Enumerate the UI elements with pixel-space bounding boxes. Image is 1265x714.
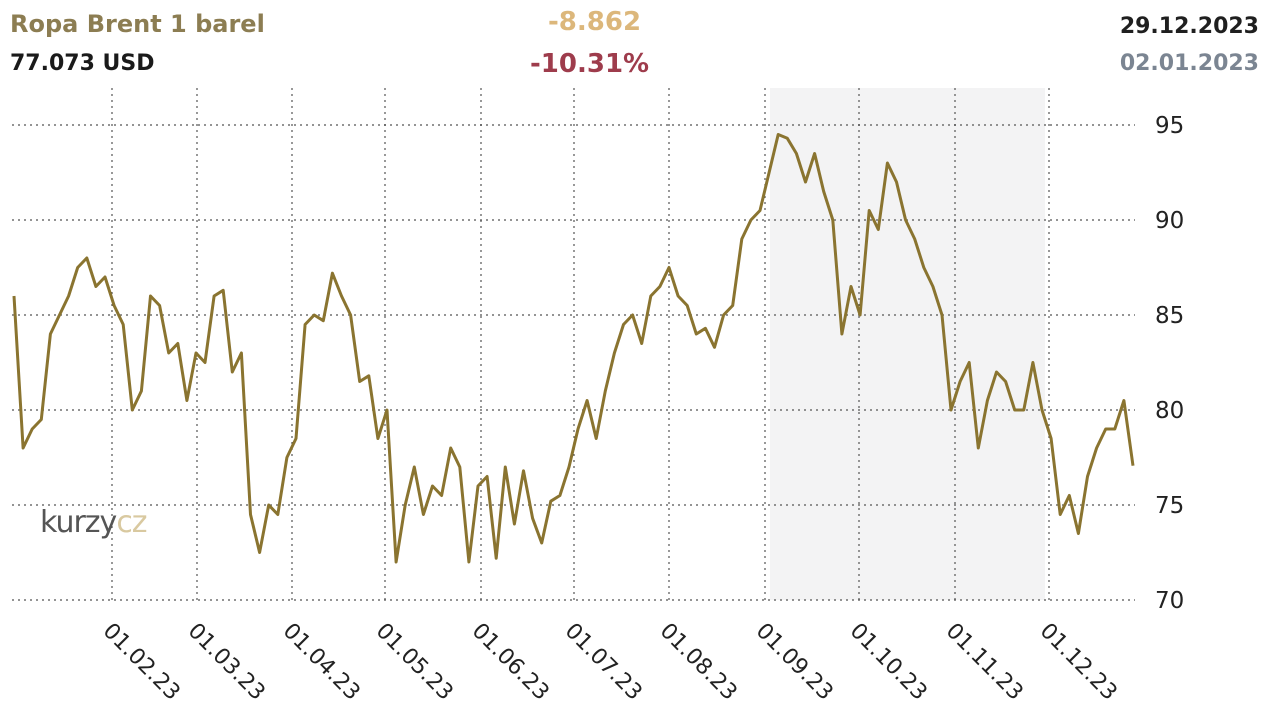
x-tick-label: 01.06.23 [467, 619, 554, 706]
start-date: 02.01.2023 [1119, 51, 1259, 76]
y-tick-label: 85 [1155, 303, 1184, 329]
y-axis-ticks: 70 75 80 85 90 95 [1155, 113, 1184, 614]
grid-lines [12, 88, 1135, 601]
y-tick-label: 75 [1155, 493, 1184, 519]
y-tick-label: 80 [1155, 398, 1184, 424]
x-tick-label: 01.11.23 [941, 619, 1028, 706]
x-tick-label: 01.03.23 [183, 619, 270, 706]
change-percent: -10.31% [530, 49, 650, 79]
x-tick-label: 01.02.23 [98, 619, 185, 706]
current-price: 77.073 USD [10, 51, 155, 76]
background-shading [770, 88, 1045, 600]
x-tick-label: 01.10.23 [845, 619, 932, 706]
x-tick-label: 01.04.23 [278, 619, 365, 706]
price-line [12, 133, 1135, 564]
logo-part-1: kurzy [40, 505, 117, 540]
x-tick-label: 01.09.23 [751, 619, 838, 706]
commodity-title: Ropa Brent 1 barel [10, 10, 265, 38]
y-tick-label: 95 [1155, 113, 1184, 139]
x-tick-label: 01.08.23 [655, 619, 742, 706]
x-tick-label: 01.05.23 [371, 619, 458, 706]
y-tick-label: 70 [1155, 588, 1184, 614]
x-tick-label: 01.07.23 [560, 619, 647, 706]
end-date: 29.12.2023 [1119, 14, 1259, 39]
shade-band [770, 88, 1045, 600]
x-tick-label: 01.12.23 [1035, 619, 1122, 706]
logo-part-2: cz [116, 505, 147, 540]
change-absolute: -8.862 [548, 7, 642, 37]
y-tick-label: 90 [1155, 208, 1184, 234]
kurzy-logo: kurzycz [40, 505, 148, 540]
